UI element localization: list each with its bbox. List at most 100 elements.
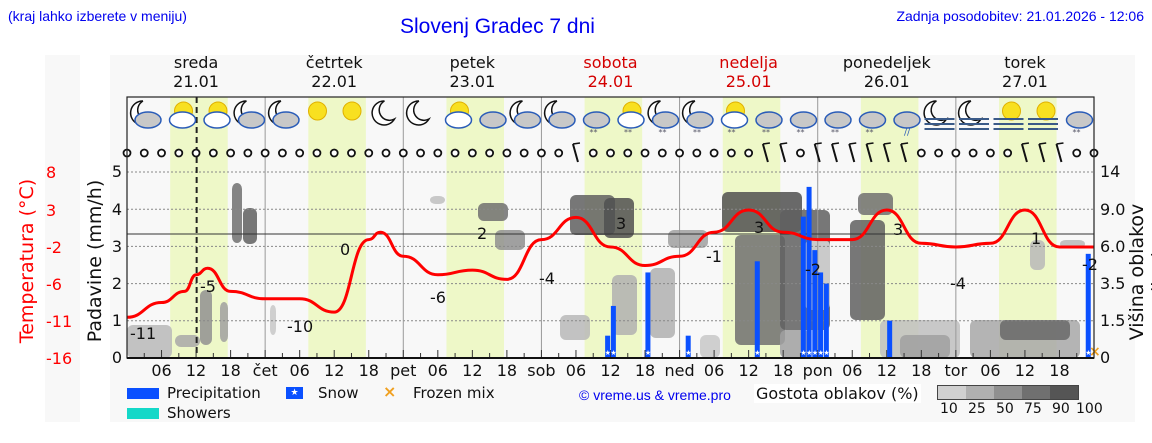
calm-wind-icon bbox=[640, 148, 650, 158]
cloud-blob bbox=[270, 305, 276, 335]
temp-tick: -16 bbox=[46, 349, 73, 368]
cloud-blob bbox=[232, 183, 242, 243]
frozen-mix-icon: × bbox=[383, 382, 397, 401]
snow-star-icon: ★ bbox=[812, 349, 818, 357]
temp-tick: -6 bbox=[46, 275, 62, 294]
x-tick-label: 18 bbox=[634, 361, 656, 380]
calm-wind-icon bbox=[191, 148, 201, 158]
cloud-blob bbox=[495, 230, 525, 250]
moon-cloud-snow-icon: ** bbox=[647, 100, 680, 137]
wind-barb-icon bbox=[882, 143, 890, 163]
day-date: 21.01 bbox=[173, 72, 219, 91]
day-name: četrtek bbox=[305, 53, 363, 72]
moon-icon bbox=[405, 100, 432, 126]
cloud-blob bbox=[850, 220, 885, 320]
x-tick-label: 12 bbox=[185, 361, 207, 380]
day-header: sobota 24.01 bbox=[551, 53, 671, 91]
svg-text:**: ** bbox=[659, 128, 667, 137]
moon-cloud-icon bbox=[543, 100, 576, 129]
precipitation-bar bbox=[812, 250, 818, 358]
svg-text:**: ** bbox=[762, 128, 770, 137]
day-date: 24.01 bbox=[587, 72, 634, 91]
cloud-density-label: Gostota oblakov (%) bbox=[754, 384, 921, 403]
copyright-link[interactable]: © vreme.us & vreme.pro bbox=[579, 387, 731, 403]
cloud-snow-icon: ** bbox=[755, 111, 783, 137]
calm-wind-icon bbox=[398, 148, 408, 158]
cloud-blob bbox=[604, 198, 634, 238]
day-date: 22.01 bbox=[311, 72, 358, 91]
moon-cloud-snow-icon: ** bbox=[681, 100, 714, 137]
calm-wind-icon bbox=[968, 148, 978, 158]
calm-wind-icon bbox=[433, 148, 443, 158]
cloud-icon bbox=[479, 111, 507, 129]
calm-wind-icon bbox=[416, 148, 425, 158]
precip-tick: 3 bbox=[111, 237, 122, 256]
day-name: torek bbox=[1004, 53, 1046, 72]
moon-cloud-icon bbox=[267, 100, 300, 129]
x-tick-label: 12 bbox=[462, 361, 483, 380]
cloud-blob bbox=[430, 196, 445, 204]
cloud-blob bbox=[900, 335, 950, 358]
day-header: ponedeljek 26.01 bbox=[827, 53, 947, 91]
day-header: sreda 21.01 bbox=[136, 53, 256, 91]
calm-wind-icon bbox=[260, 148, 270, 158]
precip-tick: 1 bbox=[111, 311, 122, 330]
precipitation-bar bbox=[645, 272, 651, 358]
region-hint-link[interactable]: (kraj lahko izberete v meniju) bbox=[8, 8, 187, 24]
calm-wind-icon bbox=[208, 148, 218, 158]
day-date: 27.01 bbox=[1002, 72, 1048, 91]
calm-wind-icon bbox=[916, 148, 926, 158]
calm-wind-icon bbox=[709, 148, 719, 158]
calm-wind-icon bbox=[796, 148, 805, 158]
calm-wind-icon bbox=[726, 148, 736, 158]
temperature-label: -5 bbox=[200, 277, 216, 296]
sun-cloud-snow-icon: ** bbox=[617, 101, 645, 137]
temperature-label: -2 bbox=[1082, 255, 1098, 274]
page-title: Slovenj Gradec 7 dni bbox=[400, 15, 595, 38]
x-tick-label: 12 bbox=[738, 361, 759, 380]
calm-wind-icon bbox=[675, 148, 684, 158]
calm-wind-icon bbox=[606, 148, 615, 158]
calm-wind-icon bbox=[312, 148, 322, 158]
snow-star-icon: ★ bbox=[645, 349, 651, 357]
cloud-snow-icon: ** bbox=[1065, 111, 1094, 137]
calm-wind-icon bbox=[1003, 148, 1013, 158]
calm-wind-icon bbox=[519, 148, 529, 158]
x-tick-label: 06 bbox=[842, 361, 863, 380]
svg-text:**: ** bbox=[624, 128, 632, 137]
calm-wind-icon bbox=[588, 148, 598, 158]
cloud-snow-icon: ** bbox=[582, 111, 611, 137]
cloud-density-tick: 50 bbox=[996, 401, 1014, 417]
calm-wind-icon bbox=[554, 148, 564, 158]
calm-wind-icon bbox=[381, 148, 391, 158]
calm-wind-icon bbox=[692, 148, 702, 158]
cloud-density-tick: 25 bbox=[968, 401, 986, 417]
moon-icon bbox=[371, 100, 397, 126]
x-tick-label: 06 bbox=[703, 361, 725, 380]
calm-wind-icon bbox=[174, 148, 184, 158]
day-header: nedelja 25.01 bbox=[689, 53, 809, 91]
cloud-blob bbox=[127, 325, 172, 358]
cloud-height-tick: 14 bbox=[1100, 162, 1121, 181]
day-header: petek 23.01 bbox=[412, 53, 532, 91]
moon-fog-icon bbox=[923, 100, 955, 130]
svg-text://: // bbox=[904, 128, 911, 138]
wind-barb-icon bbox=[900, 143, 908, 163]
x-tick-label: sob bbox=[527, 361, 556, 380]
temp-tick: 3 bbox=[46, 201, 57, 220]
svg-text:**: ** bbox=[1073, 128, 1081, 137]
x-tick-label: ned bbox=[664, 361, 695, 380]
calm-wind-icon bbox=[934, 148, 943, 158]
x-tick-label: 12 bbox=[324, 361, 345, 380]
calm-wind-icon bbox=[537, 148, 546, 158]
cloud-blob bbox=[220, 302, 228, 342]
temperature-label: -2 bbox=[805, 260, 821, 279]
moon-fog-icon bbox=[957, 100, 989, 130]
cloud-blob bbox=[200, 290, 212, 345]
cloud-density-tick: 90 bbox=[1052, 401, 1070, 417]
svg-text:**: ** bbox=[797, 128, 805, 137]
temperature-line bbox=[126, 208, 1094, 319]
snow-star-icon: ★ bbox=[1085, 349, 1091, 357]
wind-barb-icon bbox=[848, 143, 856, 163]
day-name: petek bbox=[449, 53, 496, 72]
